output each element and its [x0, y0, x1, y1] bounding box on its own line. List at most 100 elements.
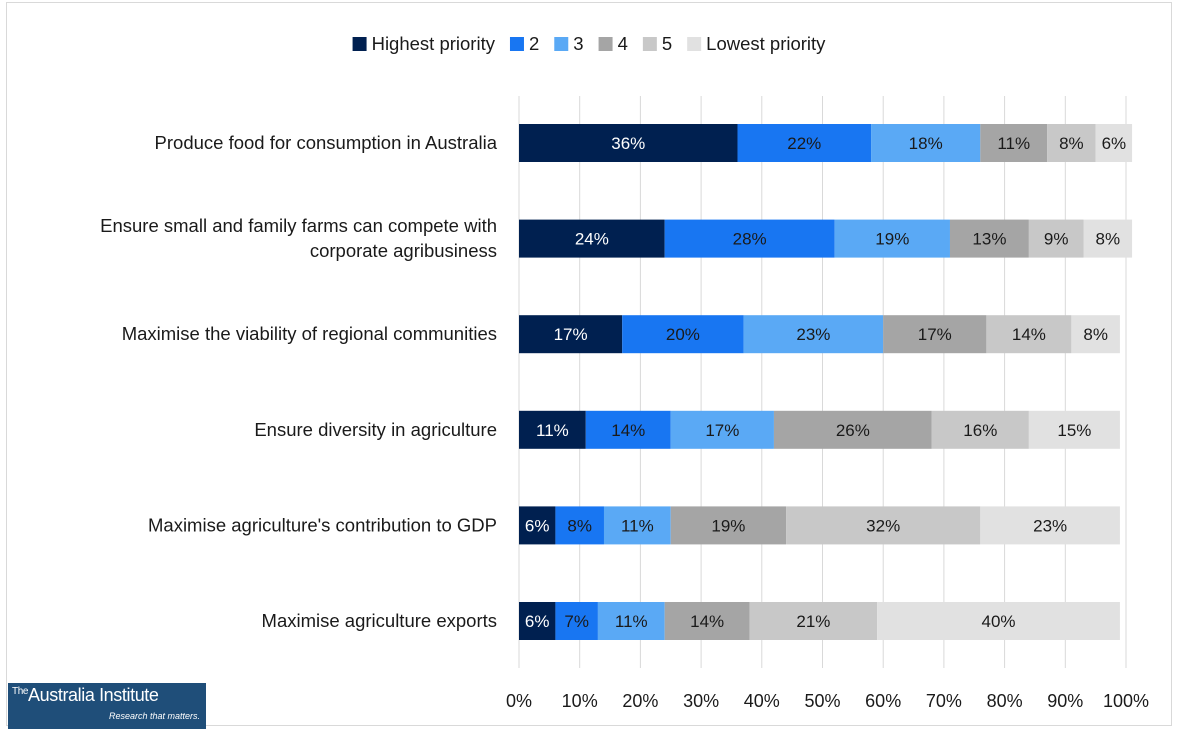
- data-label: 17%: [554, 325, 588, 344]
- category-label: Produce food for consumption in Australi…: [155, 132, 498, 153]
- category-label-line: Maximise agriculture's contribution to G…: [148, 514, 497, 535]
- legend-label: 4: [618, 33, 628, 54]
- legend-swatch: [687, 37, 702, 51]
- x-tick-label: 100%: [1103, 691, 1149, 711]
- bar-segment: [786, 506, 981, 545]
- bar-segment: [931, 410, 1029, 449]
- bar-segment: [670, 410, 774, 449]
- x-tick-label: 80%: [987, 691, 1023, 711]
- legend-label: 5: [662, 33, 672, 54]
- data-label: 7%: [564, 612, 589, 631]
- x-tick-label: 60%: [865, 691, 901, 711]
- category-label-line: Ensure small and family farms can compet…: [100, 215, 497, 236]
- category-label-line: Produce food for consumption in Australi…: [155, 132, 498, 153]
- chart-frame: [6, 2, 1172, 726]
- data-label: 17%: [705, 421, 739, 440]
- legend-item: Highest priority: [352, 33, 496, 54]
- data-label: 17%: [918, 325, 952, 344]
- data-label: 8%: [1096, 230, 1121, 249]
- bar-segment: [519, 219, 665, 258]
- data-label: 40%: [982, 612, 1016, 631]
- data-label: 18%: [909, 134, 943, 153]
- legend-swatch: [352, 37, 367, 51]
- bar-segment: [749, 602, 878, 640]
- bar-segment: [555, 602, 598, 640]
- data-label: 23%: [1033, 516, 1067, 535]
- bar-segment: [519, 506, 556, 545]
- category-label: Maximise agriculture exports: [262, 610, 497, 631]
- bar-segment: [519, 124, 738, 162]
- bar-segment: [585, 410, 671, 449]
- data-label: 6%: [525, 516, 550, 535]
- australia-institute-logo: TheAustralia Institute Research that mat…: [8, 683, 206, 729]
- bar-segment: [622, 315, 744, 354]
- legend-label: 2: [529, 33, 539, 54]
- category-label-line: corporate agribusiness: [310, 240, 497, 261]
- data-label: 8%: [567, 516, 592, 535]
- data-label: 14%: [1012, 325, 1046, 344]
- legend-item: 5: [642, 33, 672, 54]
- x-tick-label: 30%: [683, 691, 719, 711]
- category-label-line: Ensure diversity in agriculture: [254, 419, 497, 440]
- data-label: 8%: [1059, 134, 1084, 153]
- bar-segment: [664, 602, 750, 640]
- x-tick-label: 20%: [622, 691, 658, 711]
- data-label: 11%: [621, 516, 654, 535]
- bar-segment: [519, 410, 586, 449]
- data-label: 22%: [787, 134, 821, 153]
- data-label: 19%: [711, 516, 745, 535]
- category-label-line: Maximise the viability of regional commu…: [122, 323, 497, 344]
- bar-segment: [670, 506, 787, 545]
- bar-segment: [877, 602, 1120, 640]
- category-label-line: Maximise agriculture exports: [262, 610, 497, 631]
- bar-segment: [980, 124, 1048, 162]
- category-label: Ensure diversity in agriculture: [254, 419, 497, 440]
- legend-swatch: [509, 37, 524, 51]
- data-label: 24%: [575, 230, 609, 249]
- legend-label: 3: [573, 33, 583, 54]
- logo-tagline: Research that matters.: [108, 711, 200, 721]
- legend-swatch: [598, 37, 613, 51]
- legend-item: 4: [598, 33, 628, 54]
- bar-segment: [1071, 315, 1120, 354]
- legend-label: Highest priority: [372, 33, 496, 54]
- data-label: 13%: [972, 230, 1006, 249]
- category-label: Ensure small and family farms can compet…: [100, 215, 497, 261]
- data-label: 14%: [611, 421, 645, 440]
- bar-segment: [519, 315, 623, 354]
- legend-swatch: [554, 37, 569, 51]
- legend-item: 3: [554, 33, 584, 54]
- bar-segment: [737, 124, 872, 162]
- category-label: Maximise the viability of regional commu…: [122, 323, 497, 344]
- data-label: 11%: [997, 134, 1030, 153]
- data-label: 21%: [796, 612, 830, 631]
- data-label: 11%: [615, 612, 648, 631]
- data-label: 36%: [611, 134, 645, 153]
- bar-segment: [834, 219, 950, 258]
- data-label: 20%: [666, 325, 700, 344]
- x-tick-label: 40%: [744, 691, 780, 711]
- bar-segment: [1047, 124, 1096, 162]
- data-label: 6%: [1102, 134, 1127, 153]
- bar-segment: [555, 506, 604, 545]
- bar-segment: [519, 602, 556, 640]
- bar-segment: [1028, 219, 1084, 258]
- x-tick-label: 0%: [506, 691, 532, 711]
- data-label: 19%: [875, 230, 909, 249]
- x-tick-label: 90%: [1047, 691, 1083, 711]
- legend-swatch: [642, 37, 657, 51]
- data-label: 32%: [866, 516, 900, 535]
- data-label: 28%: [733, 230, 767, 249]
- bar-segment: [883, 315, 987, 354]
- data-label: 6%: [525, 612, 550, 631]
- bar-segment: [986, 315, 1072, 354]
- data-label: 16%: [963, 421, 997, 440]
- legend-label: Lowest priority: [706, 33, 826, 54]
- bar-segment: [871, 124, 981, 162]
- bar-segment: [597, 602, 665, 640]
- bar-segment: [1028, 410, 1120, 449]
- bar-segment: [773, 410, 932, 449]
- bar-segment: [603, 506, 671, 545]
- bar-segment: [743, 315, 884, 354]
